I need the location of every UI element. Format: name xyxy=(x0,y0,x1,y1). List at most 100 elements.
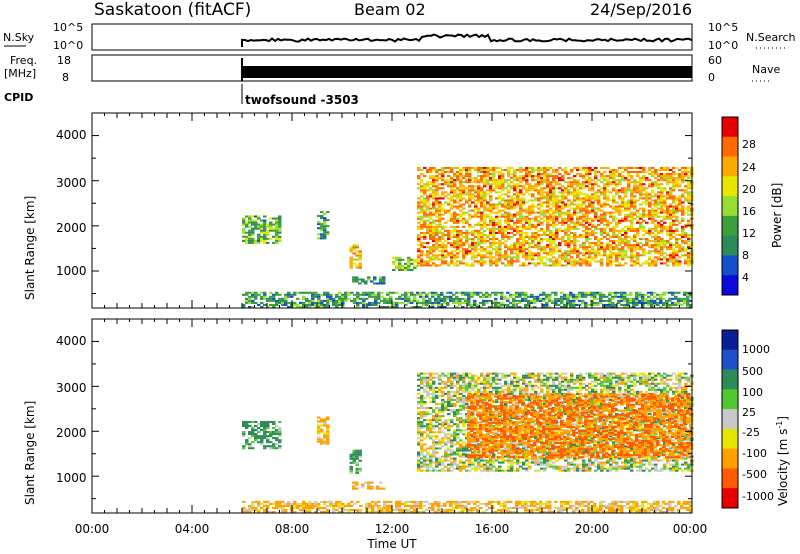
echo-cell xyxy=(621,229,625,232)
echo-cell xyxy=(278,223,282,226)
echo-cell xyxy=(498,171,502,174)
echo-cell xyxy=(540,246,544,249)
echo-cell xyxy=(471,238,475,241)
echo-cell xyxy=(429,223,433,226)
echo-cell xyxy=(669,175,673,178)
echo-cell xyxy=(567,217,571,220)
echo-cell xyxy=(423,223,427,226)
echo-cell xyxy=(423,390,427,393)
echo-cell xyxy=(689,295,693,298)
echo-cell xyxy=(657,183,661,186)
echo-cell xyxy=(567,238,571,241)
echo-cell xyxy=(632,305,636,308)
echo-cell xyxy=(563,305,567,308)
echo-cell xyxy=(594,225,598,228)
echo-cell xyxy=(687,221,691,224)
echo-cell xyxy=(404,297,408,300)
echo-cell xyxy=(266,223,270,226)
echo-cell xyxy=(588,189,592,192)
echo-cell xyxy=(453,437,457,440)
echo-cell xyxy=(576,211,580,214)
echo-cell xyxy=(392,260,396,263)
echo-cell xyxy=(419,295,423,298)
echo-cell xyxy=(630,203,634,206)
echo-cell xyxy=(687,244,691,247)
echo-cell xyxy=(657,242,661,245)
echo-cell xyxy=(483,179,487,182)
echo-cell xyxy=(561,185,565,188)
echo-cell xyxy=(602,293,606,296)
echo-cell xyxy=(653,291,657,294)
echo-cell xyxy=(654,203,658,206)
echo-cell xyxy=(645,199,649,202)
echo-cell xyxy=(459,386,463,389)
echo-cell xyxy=(352,258,356,261)
echo-cell xyxy=(480,402,484,405)
echo-cell xyxy=(597,260,601,263)
echo-cell xyxy=(678,168,682,172)
echo-cell xyxy=(506,303,510,306)
echo-cell xyxy=(624,168,628,172)
nsearch-tick-bottom: 10^0 xyxy=(708,39,738,52)
echo-cell xyxy=(609,252,613,255)
echo-cell xyxy=(666,211,670,214)
echo-cell xyxy=(660,254,664,257)
echo-cell xyxy=(555,181,559,184)
echo-cell xyxy=(423,166,427,169)
echo-cell xyxy=(512,299,516,302)
echo-cell xyxy=(352,246,356,249)
echo-cell xyxy=(492,207,496,210)
echo-cell xyxy=(486,189,490,192)
echo-cell xyxy=(569,299,573,302)
echo-cell xyxy=(242,221,246,224)
echo-cell xyxy=(516,240,520,243)
echo-cell xyxy=(513,256,517,259)
echo-cell xyxy=(513,248,517,251)
echo-cell xyxy=(626,293,630,296)
echo-cell xyxy=(495,166,499,169)
echo-cell xyxy=(681,229,685,232)
echo-cell xyxy=(569,295,573,298)
echo-cell xyxy=(687,219,691,222)
echo-cell xyxy=(447,425,451,428)
echo-cell xyxy=(648,168,652,172)
echo-cell xyxy=(561,254,565,257)
echo-cell xyxy=(621,250,625,253)
echo-cell xyxy=(654,242,658,245)
echo-cell xyxy=(633,256,637,259)
echo-cell xyxy=(459,181,463,184)
echo-cell xyxy=(462,407,466,410)
echo-cell xyxy=(392,303,396,306)
echo-cell xyxy=(435,225,439,228)
echo-cell xyxy=(629,291,633,294)
echo-cell xyxy=(654,225,658,228)
echo-cell xyxy=(561,201,565,204)
echo-cell xyxy=(420,201,424,204)
echo-cell xyxy=(429,378,433,381)
echo-cell xyxy=(522,225,526,228)
echo-cell xyxy=(606,197,610,200)
echo-cell xyxy=(242,227,246,230)
echo-cell xyxy=(435,372,439,375)
echo-cell xyxy=(510,199,514,202)
echo-cell xyxy=(506,305,510,308)
echo-cell xyxy=(591,205,595,208)
echo-cell xyxy=(459,469,463,472)
echo-cell xyxy=(666,197,670,200)
echo-cell xyxy=(352,481,356,484)
echo-cell xyxy=(615,189,619,192)
echo-cell xyxy=(642,179,646,182)
echo-cell xyxy=(278,445,282,448)
echo-cell xyxy=(567,173,571,176)
echo-cell xyxy=(317,438,321,441)
echo-cell xyxy=(531,246,535,249)
echo-cell xyxy=(531,217,535,220)
echo-cell xyxy=(525,219,529,222)
echo-cell xyxy=(537,185,541,188)
echo-cell xyxy=(485,291,489,294)
echo-cell xyxy=(480,256,484,259)
echo-cell xyxy=(420,227,424,230)
echo-cell xyxy=(444,441,448,444)
echo-cell xyxy=(480,246,484,249)
echo-cell xyxy=(495,197,499,200)
